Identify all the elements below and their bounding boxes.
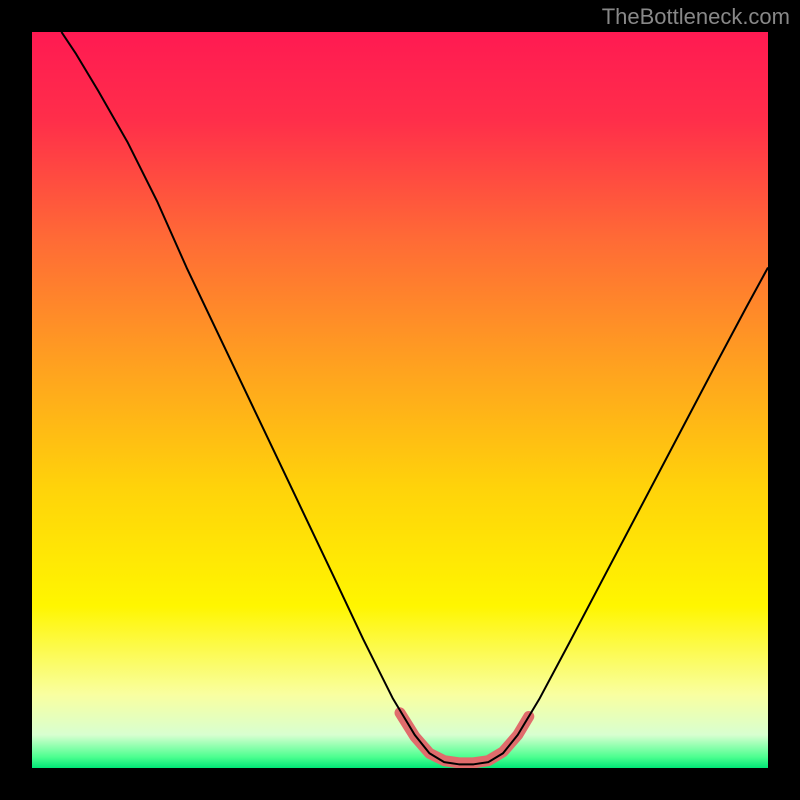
watermark-text: TheBottleneck.com	[602, 4, 790, 30]
gradient-background	[32, 32, 768, 768]
plot-area	[32, 32, 768, 768]
chart-svg	[32, 32, 768, 768]
chart-frame: TheBottleneck.com	[0, 0, 800, 800]
